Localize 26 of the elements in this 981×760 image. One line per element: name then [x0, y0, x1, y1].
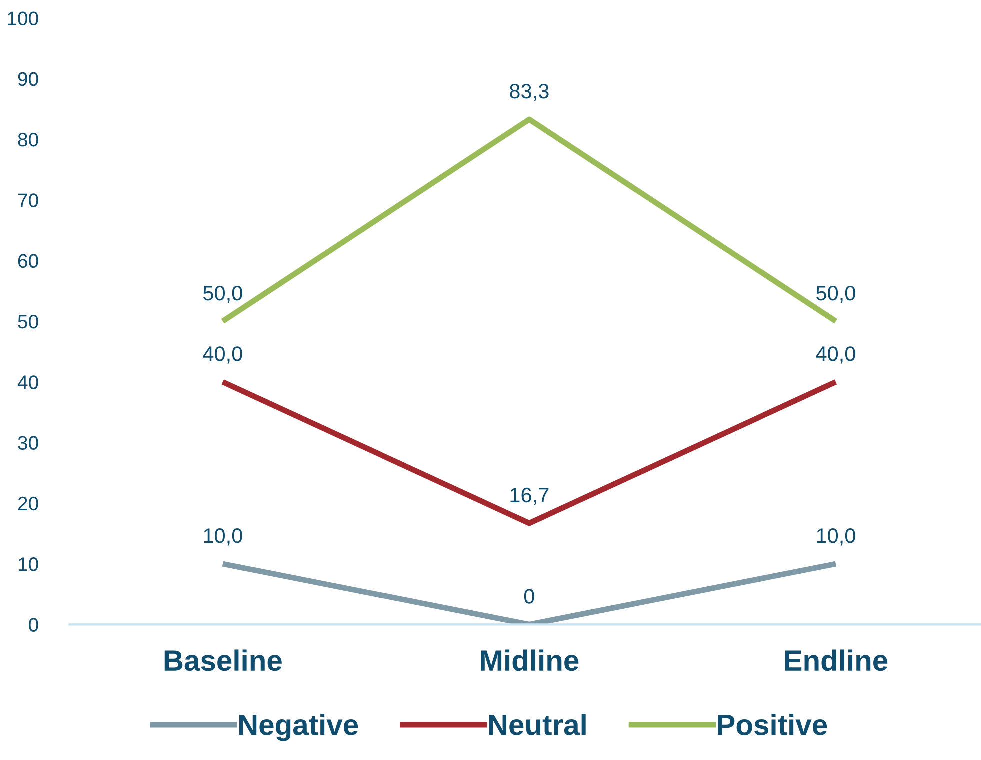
data-label: 40,0	[816, 346, 856, 364]
data-label: 16,7	[510, 488, 549, 506]
y-tick-label: 40	[18, 376, 38, 390]
data-label: 83,3	[510, 84, 549, 102]
x-tick-label: Endline	[785, 650, 888, 672]
data-label: 10,0	[817, 528, 856, 546]
data-label: 50,0	[203, 286, 242, 304]
legend-label: Positive	[718, 714, 828, 736]
legend-label: Neutral	[489, 714, 586, 736]
y-tick-label: 0	[29, 618, 38, 632]
y-tick-label: 100	[8, 12, 38, 26]
y-tick-label: 50	[18, 314, 38, 329]
y-tick-label: 90	[18, 72, 38, 86]
y-tick-label: 70	[18, 194, 38, 208]
data-label: 40,0	[203, 346, 242, 364]
x-tick-label: Baseline	[164, 650, 282, 672]
data-label: 10,0	[204, 528, 242, 546]
data-label: 0	[524, 589, 534, 604]
y-tick-label: 20	[18, 496, 38, 511]
x-tick-label: Midline	[481, 650, 579, 672]
data-label: 50,0	[816, 286, 856, 304]
y-tick-label: 80	[18, 133, 38, 147]
y-tick-label: 10	[18, 558, 38, 572]
y-tick-label: 30	[18, 436, 38, 450]
y-tick-label: 60	[18, 254, 38, 268]
legend-label: Negative	[239, 714, 358, 742]
